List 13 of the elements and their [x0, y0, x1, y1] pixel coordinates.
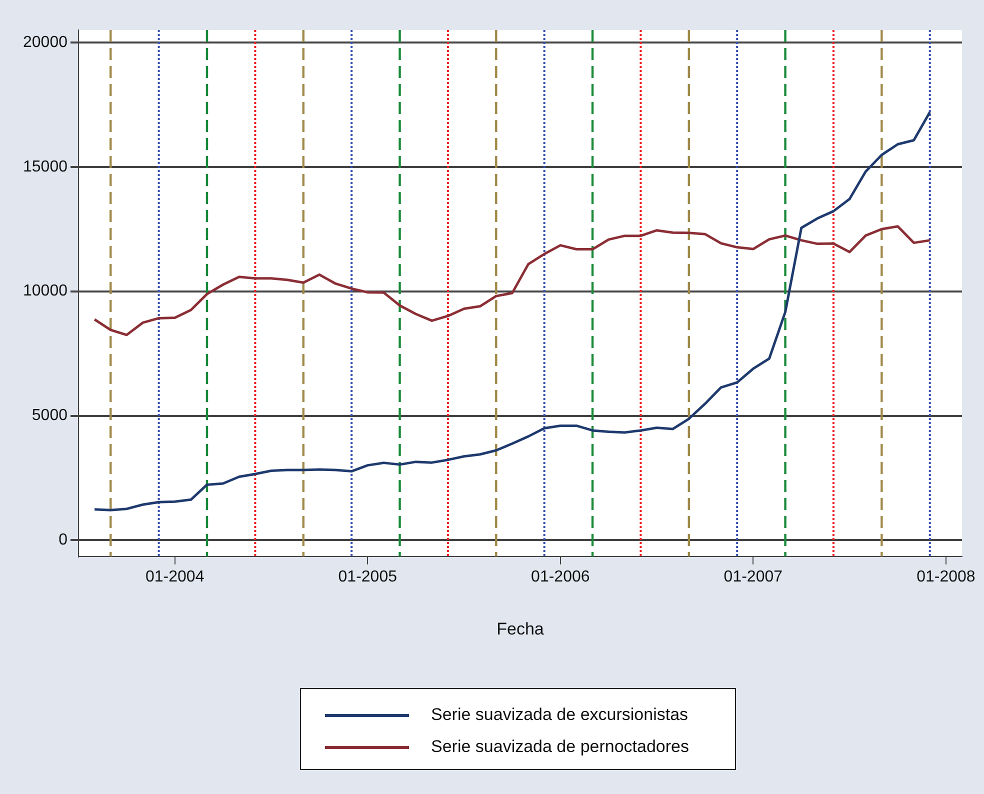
x-tick-label: 01-2004 — [146, 568, 204, 586]
y-tick-label: 10000 — [22, 282, 68, 300]
y-tick-label: 20000 — [22, 34, 68, 51]
y-tick-label: 5000 — [32, 407, 68, 424]
legend-label: Serie suavizada de pernoctadores — [431, 737, 689, 757]
legend-label: Serie suavizada de excursionistas — [431, 705, 688, 725]
x-tick-label: 01-2008 — [916, 568, 976, 586]
y-tick-label: 0 — [58, 532, 68, 549]
x-tick-label: 01-2006 — [531, 568, 590, 586]
x-tick-label: 01-2007 — [724, 568, 783, 586]
x-tick-label: 01-2005 — [338, 568, 398, 586]
x-axis-title: Fecha — [496, 619, 544, 638]
y-tick-label: 15000 — [22, 158, 68, 176]
